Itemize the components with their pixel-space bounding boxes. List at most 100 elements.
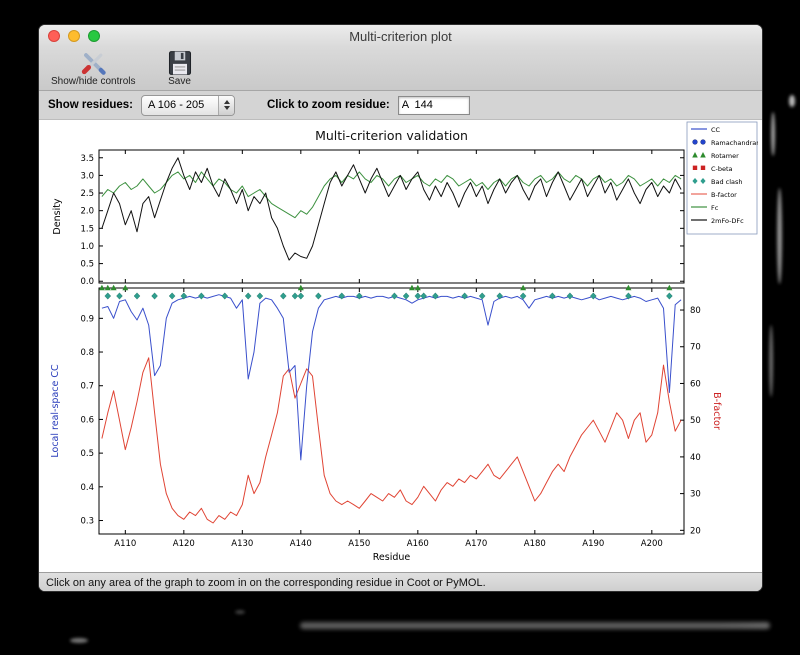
bad-clash-marker xyxy=(420,292,427,300)
plot-area[interactable]: Multi-criterion validation A110 A120 A130 A1… xyxy=(39,120,762,572)
x-tick-label: A190 xyxy=(582,539,604,549)
series-Fc xyxy=(101,171,682,219)
y-tick-label: 0.3 xyxy=(80,517,94,527)
bad-clash-marker xyxy=(461,292,468,300)
residue-range-value: A 106 - 205 xyxy=(148,99,205,111)
zoom-residue-label: Click to zoom residue: xyxy=(267,99,390,111)
y-tick-label: 60 xyxy=(690,379,701,389)
zoom-button[interactable] xyxy=(88,30,100,42)
axes-frame xyxy=(98,287,685,535)
stepper-arrows-icon xyxy=(218,95,234,115)
bfactor-axis-label: B-factor xyxy=(711,392,722,430)
top-y-axis-label: Density xyxy=(52,198,63,234)
y-tick-label: 0.7 xyxy=(80,382,94,392)
y-tick-label: 0.6 xyxy=(80,415,94,425)
y-tick-label: 70 xyxy=(690,343,701,353)
bad-clash-marker xyxy=(168,292,176,300)
save-label: Save xyxy=(168,76,191,87)
x-tick-label: A130 xyxy=(231,539,253,549)
legend-label: Ramachandran xyxy=(711,139,758,147)
legend-label: Fc xyxy=(711,204,719,212)
residue-range-select[interactable]: A 106 - 205 xyxy=(141,94,235,116)
save-button[interactable]: Save xyxy=(166,49,194,87)
y-tick-label: 1.0 xyxy=(80,242,94,252)
background-artifact xyxy=(771,112,775,156)
chart-title: Multi-criterion validation xyxy=(315,128,468,143)
y-tick-label: 1.5 xyxy=(80,224,94,234)
show-residues-label: Show residues: xyxy=(48,99,133,111)
bad-clash-marker xyxy=(338,292,346,300)
legend-label: Rotamer xyxy=(711,152,739,160)
legend-box xyxy=(686,121,758,235)
minimize-button[interactable] xyxy=(68,30,80,42)
show-hide-controls-button[interactable]: Show/hide controls xyxy=(51,49,136,87)
bad-clash-marker xyxy=(151,292,158,300)
bad-clash-marker xyxy=(104,292,112,300)
y-tick-label: 2.0 xyxy=(80,207,94,217)
rotamer-marker xyxy=(104,284,111,291)
legend-label: Bad clash xyxy=(711,178,743,186)
background-artifact xyxy=(300,622,770,629)
window-title: Multi-criterion plot xyxy=(349,28,452,44)
close-button[interactable] xyxy=(48,30,60,42)
toolbar: Show/hide controls Save xyxy=(39,47,762,91)
bad-clash-marker xyxy=(297,292,305,300)
x-tick-label: A170 xyxy=(465,539,487,549)
bad-clash-marker xyxy=(625,292,632,300)
y-tick-label: 0.4 xyxy=(80,483,94,493)
background-artifact xyxy=(70,638,88,643)
legend-label: C-beta xyxy=(711,165,733,173)
x-tick-label: A160 xyxy=(407,539,429,549)
rotamer-marker xyxy=(98,284,105,291)
bad-clash-marker xyxy=(519,292,527,300)
y-tick-label: 3.5 xyxy=(80,154,94,164)
bad-clash-marker xyxy=(198,292,205,300)
crossed-tools-icon xyxy=(82,53,106,75)
bad-clash-marker xyxy=(180,292,188,300)
bad-clash-marker xyxy=(291,292,299,300)
status-message: Click on any area of the graph to zoom i… xyxy=(46,577,486,589)
bad-clash-marker xyxy=(256,292,264,300)
y-tick-label: 0.9 xyxy=(80,314,94,324)
bad-clash-marker xyxy=(496,292,503,300)
zoom-residue-input[interactable] xyxy=(397,95,470,115)
rotamer-marker xyxy=(625,284,632,291)
rotamer-marker xyxy=(122,284,129,291)
multi-criterion-chart[interactable]: Multi-criterion validation A110 A120 A130 A1… xyxy=(42,120,758,572)
rotamer-marker xyxy=(408,284,415,291)
status-bar: Click on any area of the graph to zoom i… xyxy=(39,572,762,591)
y-tick-label: 50 xyxy=(690,416,701,426)
cc-axis-label: Local real-space CC xyxy=(50,364,61,458)
y-tick-label: 0.5 xyxy=(80,260,94,270)
x-tick-label: A110 xyxy=(114,539,136,549)
window-titlebar[interactable]: Multi-criterion plot xyxy=(39,25,762,47)
bad-clash-marker xyxy=(133,292,141,300)
floppy-disk-icon xyxy=(168,51,191,75)
x-tick-label: A140 xyxy=(290,539,312,549)
legend-label: B-factor xyxy=(711,191,737,199)
bad-clash-marker xyxy=(280,292,287,300)
bad-clash-marker xyxy=(590,292,597,300)
bad-clash-marker xyxy=(356,292,363,300)
series-2mFo-DFc xyxy=(101,157,682,261)
y-tick-label: 30 xyxy=(690,490,701,500)
legend-label: 2mFo-DFc xyxy=(711,217,744,225)
background-artifact xyxy=(235,610,245,614)
bad-clash-marker xyxy=(315,292,322,300)
bad-clash-marker xyxy=(244,292,252,300)
traffic-lights xyxy=(48,30,100,42)
x-axis-label: Residue xyxy=(373,552,411,563)
bad-clash-marker xyxy=(414,292,422,300)
legend-label: CC xyxy=(711,126,721,134)
bad-clash-marker xyxy=(116,292,123,300)
rotamer-marker xyxy=(666,284,673,291)
x-tick-label: A150 xyxy=(348,539,370,549)
y-tick-label: 80 xyxy=(690,306,701,316)
series-B-factor xyxy=(101,357,682,524)
background-artifact xyxy=(789,95,795,107)
rotamer-marker xyxy=(297,284,304,291)
y-tick-label: 2.5 xyxy=(80,189,94,199)
axes-frame xyxy=(98,149,685,284)
bad-clash-marker xyxy=(391,292,398,300)
app-window: Multi-criterion plot Show/hide controls … xyxy=(39,25,762,591)
